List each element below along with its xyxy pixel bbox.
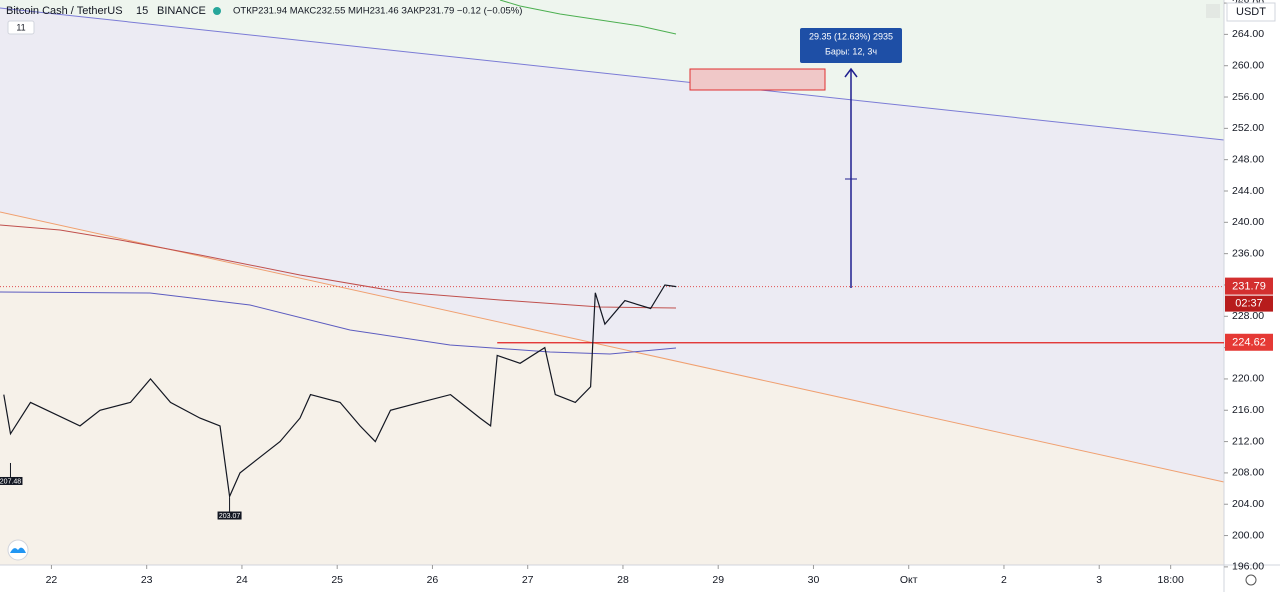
currency-box[interactable] [1226,2,1276,22]
x-tick-label: Окт [900,574,918,586]
measure-text: 29.35 (12.63%) 2935 [809,31,893,41]
y-tick-label: 244.00 [1232,185,1264,197]
x-tick-label: 3 [1096,574,1102,586]
exchange: BINANCE [157,5,206,17]
ohlc: ОТКР231.94 МАКС232.55 МИН231.46 ЗАКР231.… [233,6,522,17]
y-tick-label: 212.00 [1232,435,1264,447]
settings[interactable] [1245,574,1257,586]
y-tick-label: 208.00 [1232,467,1264,479]
status-dot [213,7,221,15]
x-tick-label: 18:00 [1158,574,1184,586]
price-line [3,284,677,499]
trend-line [0,7,1225,141]
x-tick-label: 22 [46,574,58,586]
y-tick-label: 248.00 [1232,153,1264,165]
last-price-box [1225,277,1273,295]
x-tick-label: 29 [712,574,724,586]
target-zone [689,68,826,91]
x-tick-label: 27 [522,574,534,586]
moving-average [0,224,677,309]
y-tick-label: 260.00 [1232,59,1264,71]
x-tick-label: 26 [427,574,439,586]
y-tick-label: 240.00 [1232,216,1264,228]
y-tick-label: 216.00 [1232,404,1264,416]
y-tick-label: 228.00 [1232,310,1264,322]
interval: 15 [136,5,148,17]
y-tick-label: 220.00 [1232,373,1264,385]
currency[interactable]: USDT [1236,6,1266,18]
x-tick-label: 23 [141,574,153,586]
x-tick-label: 25 [331,574,343,586]
upper-fill [0,0,1224,140]
level-box [1225,333,1273,351]
level-label: 224.62 [1232,337,1266,349]
countdown-box [1225,295,1273,312]
y-tick-label: 236.00 [1232,247,1264,259]
marker-box [217,511,242,520]
y-tick-label: 204.00 [1232,498,1264,510]
corner-button[interactable] [1206,4,1220,18]
x-tick-label: 30 [808,574,820,586]
y-tick-label: 256.00 [1232,91,1264,103]
indicator-count[interactable]: 11 [16,22,25,32]
y-tick-label: 252.00 [1232,122,1264,134]
x-tick-label: 24 [236,574,248,586]
measure-bars: Бары: 12, 3ч [825,46,877,56]
x-tick-label: 28 [617,574,629,586]
x-tick-label: 2 [1001,574,1007,586]
marker-label: 203.07 [219,513,241,520]
moving-average [0,291,677,355]
y-tick-label: 196.00 [1232,561,1264,573]
moving-average [499,0,677,35]
logo-mark [10,547,26,553]
lower-fill [0,212,1224,565]
countdown: 02:37 [1235,298,1263,310]
indicator-toggle[interactable] [7,20,35,35]
y-tick-label: 264.00 [1232,28,1264,40]
last-price-label: 231.79 [1232,281,1266,293]
arrow-head [844,67,858,78]
y-tick-label: 200.00 [1232,529,1264,541]
marker-label: 207.48 [0,478,21,485]
symbol: Bitcoin Cash / TetherUS [6,5,123,17]
marker-box [0,476,23,485]
trend-line [0,211,1225,483]
measure-box [800,28,902,63]
